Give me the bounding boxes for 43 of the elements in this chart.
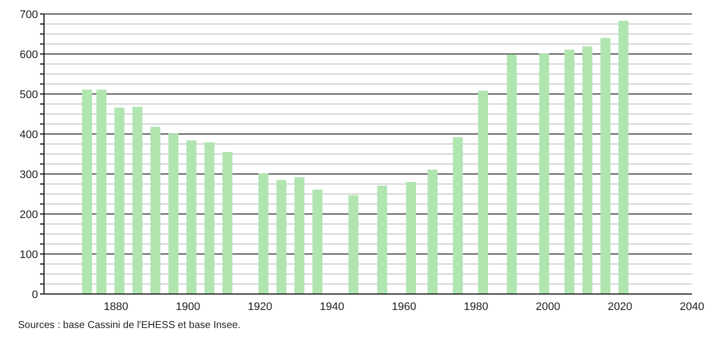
y-tick-label: 200 xyxy=(20,208,38,221)
bar xyxy=(406,182,416,294)
bar xyxy=(564,50,574,294)
y-tick-label: 400 xyxy=(20,128,38,141)
bar xyxy=(377,186,388,294)
x-tick-label: 1960 xyxy=(392,300,416,313)
y-tick-label: 0 xyxy=(32,288,38,301)
source-note: Sources : base Cassini de l'EHESS et base Insee. xyxy=(18,320,242,331)
bar xyxy=(96,90,106,294)
bar xyxy=(204,142,214,294)
bar xyxy=(276,180,286,294)
bar xyxy=(582,46,592,294)
x-tick-label: 2000 xyxy=(536,300,560,313)
y-tick-label: 500 xyxy=(20,88,38,101)
x-tick-label: 2040 xyxy=(680,300,704,313)
bar xyxy=(539,54,550,294)
bar xyxy=(618,20,628,294)
y-tick-label: 600 xyxy=(20,48,38,61)
bar xyxy=(294,177,304,294)
x-tick-label: 1940 xyxy=(320,300,344,313)
bar xyxy=(428,170,438,294)
bar xyxy=(452,137,463,294)
bar xyxy=(150,126,160,294)
y-tick-label: 700 xyxy=(20,8,38,21)
x-tick-label: 2020 xyxy=(608,300,632,313)
x-tick-label: 1920 xyxy=(248,300,272,313)
bar xyxy=(506,54,517,294)
bar xyxy=(168,134,178,294)
bar xyxy=(258,173,268,294)
bar xyxy=(114,108,124,294)
x-tick-label: 1980 xyxy=(464,300,488,313)
x-tick-label: 1900 xyxy=(176,300,200,313)
bar xyxy=(312,190,322,294)
bar xyxy=(478,90,488,294)
bar xyxy=(82,90,92,294)
x-tick-label: 1880 xyxy=(104,300,128,313)
bar xyxy=(186,140,196,294)
y-tick-label: 100 xyxy=(20,248,38,261)
y-tick-label: 300 xyxy=(20,168,38,181)
bar xyxy=(600,38,610,294)
bar xyxy=(348,195,358,294)
bar xyxy=(222,152,232,294)
bar xyxy=(132,106,142,294)
